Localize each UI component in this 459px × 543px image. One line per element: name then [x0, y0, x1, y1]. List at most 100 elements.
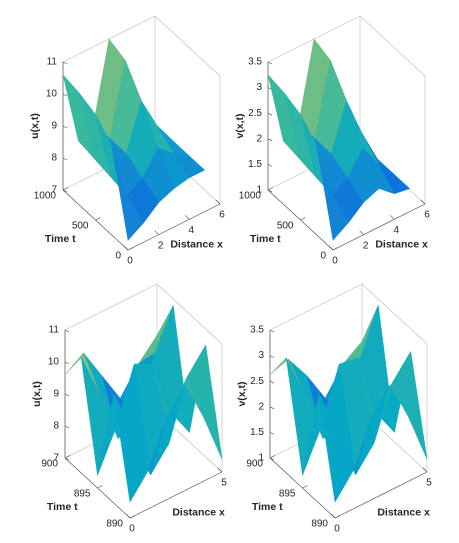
x-tick-label: 2 — [363, 240, 369, 251]
y-tick — [267, 187, 274, 191]
x-axis-label: Distance x — [375, 238, 428, 250]
z-tick-label: 11 — [47, 57, 58, 68]
z-tick-label: 10 — [46, 89, 58, 100]
z-tick-label: 9 — [51, 121, 57, 132]
z-tick-label: 3.5 — [248, 57, 262, 68]
z-tick-label: 2 — [258, 401, 264, 412]
x-tick-label: 0 — [332, 256, 338, 267]
surface-chart: 1 1.5 2 2.5 3 3.5 890 895 900 0 5 v(x,t) Time t Dista… — [236, 283, 432, 535]
y-axis-label: Time t — [250, 233, 281, 245]
box-edge — [64, 283, 158, 331]
y-tick — [269, 455, 276, 459]
x-tick — [359, 230, 364, 235]
x-tick-label: 4 — [394, 225, 400, 236]
z-tick — [267, 112, 273, 116]
z-tick — [64, 329, 70, 333]
y-tick-label: 890 — [106, 519, 123, 530]
z-tick — [62, 157, 68, 161]
box-edge — [156, 283, 223, 345]
z-axis-label: v(x,t) — [234, 113, 246, 138]
z-tick-label: 2.5 — [250, 376, 264, 387]
x-axis-label: Distance x — [170, 238, 223, 250]
y-tick-label: 890 — [311, 519, 328, 530]
x-tick — [215, 199, 221, 205]
z-tick-label: 2 — [256, 133, 262, 144]
surface-chart: 1 1.5 2 2.5 3 3.5 0 500 1000 0 2 4 6 v(x,t) Time t Dist… — [234, 15, 430, 267]
y-tick-label: 895 — [74, 489, 91, 500]
z-tick-label: 10 — [48, 357, 60, 368]
surface-patch — [316, 145, 349, 241]
y-axis-label: Time t — [47, 501, 78, 513]
x-tick — [125, 513, 131, 519]
x-tick-label: 4 — [189, 225, 195, 236]
z-tick — [269, 432, 275, 435]
z-tick — [269, 457, 275, 461]
y-axis-label: Time t — [45, 233, 76, 245]
z-tick — [64, 425, 70, 429]
x-tick — [422, 467, 428, 473]
x-tick-label: 0 — [127, 256, 133, 267]
box-edge — [154, 15, 221, 77]
z-tick-label: 3.5 — [250, 325, 264, 336]
y-tick-label: 895 — [279, 489, 296, 500]
z-tick-label: 7 — [51, 185, 57, 196]
y-tick — [127, 247, 134, 251]
z-axis-label: v(x,t) — [236, 381, 248, 406]
z-tick-label: 3 — [258, 350, 264, 361]
y-tick — [62, 187, 69, 191]
box-edge — [361, 283, 428, 345]
y-tick-label: 1000 — [34, 191, 57, 202]
x-axis — [127, 203, 221, 251]
y-tick-label: 0 — [115, 251, 121, 262]
y-tick-label: 1000 — [239, 191, 262, 202]
z-tick — [64, 393, 70, 397]
z-tick — [267, 138, 273, 142]
x-tick-label: 5 — [221, 478, 227, 489]
y-tick — [332, 247, 339, 251]
x-axis — [332, 203, 426, 251]
z-tick-label: 7 — [53, 453, 59, 464]
z-tick — [64, 361, 70, 365]
z-tick — [62, 189, 68, 193]
y-tick-label: 900 — [41, 459, 58, 470]
box-edge — [269, 283, 363, 331]
z-tick — [62, 61, 68, 65]
x-tick-label: 2 — [158, 240, 164, 251]
z-tick — [62, 93, 68, 97]
surface-patch — [111, 145, 144, 241]
x-axis-label: Distance x — [377, 506, 430, 518]
x-tick — [123, 245, 129, 251]
y-tick — [129, 515, 136, 519]
surface-patch — [113, 394, 149, 503]
y-tick-label: 500 — [72, 221, 89, 232]
z-tick — [267, 164, 273, 167]
y-tick-label: 0 — [320, 251, 326, 262]
x-tick — [217, 467, 223, 473]
z-tick — [267, 189, 273, 193]
x-tick — [330, 513, 336, 519]
z-tick-label: 1.5 — [250, 427, 264, 438]
z-tick-label: 3 — [256, 82, 262, 93]
x-tick-label: 0 — [334, 524, 340, 535]
y-tick-label: 500 — [277, 221, 294, 232]
z-tick-label: 1 — [258, 453, 264, 464]
z-tick-label: 11 — [49, 325, 60, 336]
y-tick — [64, 455, 71, 459]
x-tick-label: 6 — [219, 210, 225, 221]
box-edge — [359, 15, 426, 77]
z-tick — [64, 457, 70, 461]
y-tick — [302, 485, 308, 489]
x-tick-label: 6 — [424, 210, 430, 221]
y-tick-label: 900 — [246, 459, 263, 470]
y-tick — [97, 485, 103, 489]
z-tick — [267, 61, 273, 65]
z-tick — [62, 125, 68, 129]
z-tick-label: 1 — [256, 185, 262, 196]
z-tick-label: 1.5 — [248, 159, 262, 170]
z-tick — [269, 329, 275, 333]
surface-chart: 7 8 9 10 11 0 500 1000 0 2 4 6 u(x,t) Time t Distance … — [29, 15, 225, 267]
z-tick-label: 2.5 — [248, 108, 262, 119]
x-tick — [328, 245, 334, 251]
z-tick-label: 9 — [53, 389, 59, 400]
